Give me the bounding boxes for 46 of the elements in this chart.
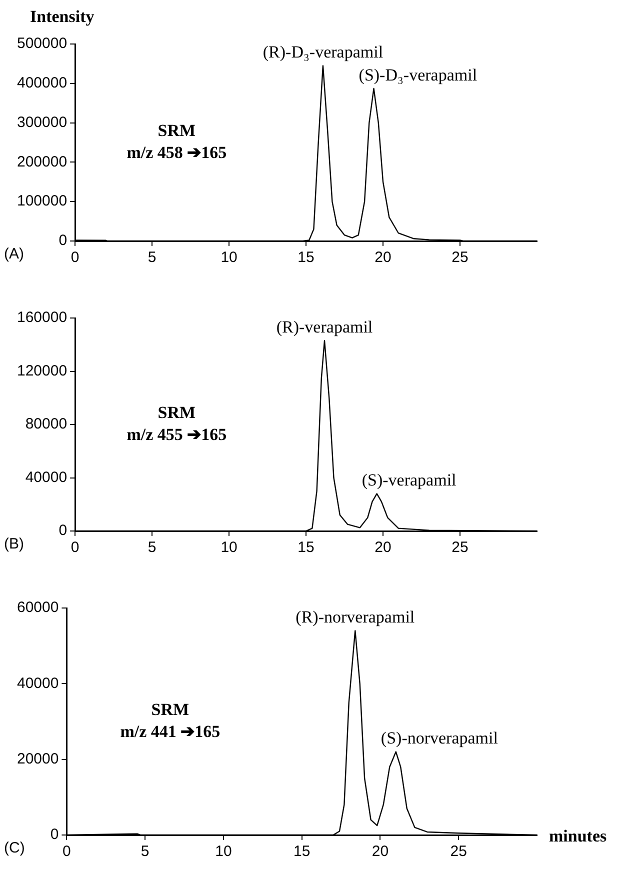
x-tick-label: 20 — [374, 539, 392, 556]
y-tick-label: 0 — [50, 826, 59, 844]
y-tick-label: 200000 — [16, 153, 68, 170]
y-tick-label: 60000 — [16, 599, 59, 616]
x-tick-label: 5 — [148, 539, 156, 556]
annotation: SRM m/z 458 ➔165 — [126, 120, 227, 162]
y-tick-label: 400000 — [16, 74, 68, 92]
annotation: (S)-norverapamil — [380, 728, 498, 748]
x-tick-label: 5 — [148, 249, 156, 266]
text: (B) — [4, 536, 24, 553]
y-tick-label: 120000 — [16, 362, 68, 380]
y-axis-title: Intensity — [30, 7, 95, 26]
annotation: (S)-D₃-verapamil — [358, 65, 478, 84]
y-tick-label: 0 — [58, 232, 68, 250]
x-tick-label: 0 — [70, 249, 80, 266]
y-tick-label: 0 — [58, 522, 68, 540]
x-tick-label: 0 — [70, 539, 80, 556]
annotation: (R)-verapamil — [276, 318, 373, 337]
x-tick-label: 15 — [298, 539, 314, 556]
x-tick-label: 25 — [452, 249, 468, 266]
y-tick-label: 40000 — [25, 468, 68, 486]
x-tick-label: 25 — [452, 539, 468, 556]
x-tick-label: 10 — [220, 539, 238, 556]
x-tick-label: 25 — [450, 843, 467, 860]
y-tick-label: 100000 — [16, 192, 68, 210]
text: (A) — [4, 246, 24, 263]
annotation: (S)-verapamil — [362, 470, 457, 490]
x-tick-label: 10 — [215, 843, 232, 860]
y-tick-label: 40000 — [16, 674, 59, 692]
annotation: (R)-D₃-verapamil — [262, 42, 384, 62]
y-tick-label: 500000 — [16, 35, 68, 52]
annotation: SRM m/z 455 ➔165 — [126, 402, 227, 444]
x-tick-label: 15 — [298, 249, 314, 266]
y-tick-label: 80000 — [25, 416, 68, 433]
x-tick-label: 20 — [374, 249, 392, 266]
x-tick-label: 10 — [220, 249, 238, 266]
x-tick-label: 15 — [294, 843, 310, 860]
x-axis-title: minutes — [549, 826, 607, 846]
annotation: (R)-norverapamil — [296, 608, 415, 627]
y-tick-label: 300000 — [16, 114, 68, 131]
text: (C) — [4, 840, 25, 857]
annotation: SRM m/z 441 ➔165 — [120, 700, 220, 741]
y-tick-label: 160000 — [16, 309, 68, 326]
x-tick-label: 20 — [372, 843, 389, 860]
y-tick-label: 20000 — [16, 750, 59, 768]
x-tick-label: 5 — [140, 843, 150, 860]
